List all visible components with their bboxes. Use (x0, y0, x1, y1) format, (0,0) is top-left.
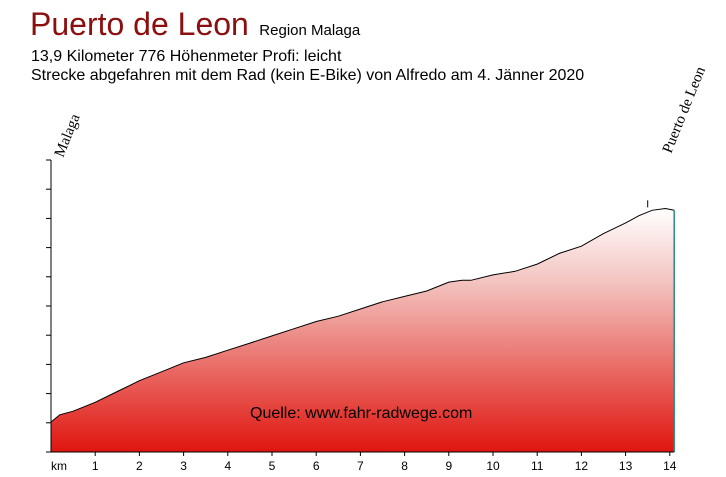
elevation-line (50, 207, 675, 423)
route-stats: 13,9 Kilometer 776 Höhenmeter Profi: lei… (31, 48, 342, 65)
x-tick-label: 6 (313, 459, 320, 473)
x-axis: km 1 2 3 4 5 6 7 8 9 10 11 12 13 14 (51, 451, 677, 473)
x-tick-label: 2 (136, 459, 143, 473)
x-tick-label: 13 (619, 459, 633, 473)
x-tick-label: 8 (401, 459, 408, 473)
start-location-label: Malaga (52, 111, 84, 159)
page-title: Puerto de Leon (30, 6, 249, 42)
x-tick-label: 7 (357, 459, 364, 473)
x-tick-label: 10 (486, 459, 500, 473)
x-tick-label: 12 (575, 459, 589, 473)
x-tick-label: 5 (269, 459, 276, 473)
source-label: Quelle: www.fahr-radwege.com (250, 405, 472, 422)
y-axis (46, 159, 52, 453)
x-tick-label: 3 (180, 459, 187, 473)
x-tick-label: 9 (445, 459, 452, 473)
x-tick-label: 14 (663, 459, 677, 473)
x-tick-label: 1 (92, 459, 99, 473)
route-note: Strecke abgefahren mit dem Rad (kein E-B… (31, 67, 585, 84)
end-location-label: Puerto de Leon (660, 64, 709, 155)
plot-area (50, 200, 675, 452)
x-unit-label: km (51, 459, 67, 473)
x-tick-label: 4 (224, 459, 231, 473)
region-label: Region Malaga (259, 22, 361, 39)
elevation-area (51, 208, 675, 452)
x-tick-label: 11 (531, 459, 544, 473)
title-row: Puerto de Leon Region Malaga (30, 6, 360, 43)
